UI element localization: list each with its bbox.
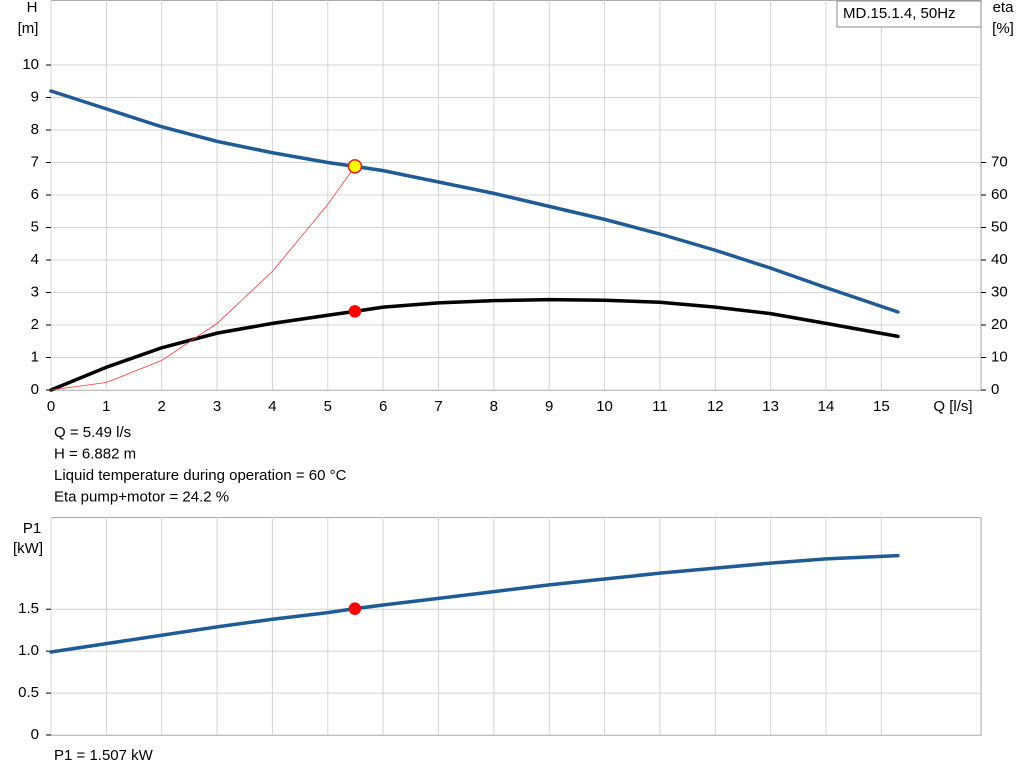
note: Liquid temperature during operation = 60… <box>54 467 347 484</box>
y-tick-label: 9 <box>31 88 39 105</box>
y-tick-label: 6 <box>31 186 39 203</box>
y2-tick-label: 50 <box>991 218 1008 235</box>
x-tick-label: 7 <box>434 398 442 415</box>
note: P1 = 1.507 kW <box>54 747 154 764</box>
y-tick-label: 10 <box>22 56 39 73</box>
y2-axis-unit: [%] <box>992 20 1014 37</box>
series-line <box>50 165 356 391</box>
series-line <box>49 89 900 314</box>
x-tick-label: 14 <box>818 398 835 415</box>
x-tick-label: 2 <box>158 398 166 415</box>
y2-tick-label: 70 <box>991 153 1008 170</box>
note: Eta pump+motor = 24.2 % <box>54 488 229 505</box>
y-tick-label: 5 <box>31 218 39 235</box>
note: Q = 5.49 l/s <box>54 424 131 441</box>
y-tick-label: 8 <box>31 121 39 138</box>
x-tick-label: 0 <box>47 398 55 415</box>
x-tick-label: 9 <box>545 398 553 415</box>
y-axis-unit: [m] <box>18 20 39 37</box>
note: H = 6.882 m <box>54 445 136 462</box>
y-tick-label: 0 <box>31 381 39 398</box>
y-tick-label: 0.5 <box>18 684 39 701</box>
x-tick-label: 8 <box>490 398 498 415</box>
y-tick-label: 7 <box>31 153 39 170</box>
x-tick-label: 10 <box>596 398 613 415</box>
y-tick-label: 1.5 <box>18 600 39 617</box>
operating-point <box>348 305 362 318</box>
series-line <box>49 553 900 654</box>
operating-point <box>348 602 362 615</box>
y2-axis-label: eta <box>993 0 1015 16</box>
y2-tick-label: 0 <box>991 381 999 398</box>
x-tick-label: 5 <box>324 398 332 415</box>
y-tick-label: 1 <box>31 348 39 365</box>
x-tick-label: 13 <box>762 398 779 415</box>
y-tick-label: 0 <box>31 726 39 743</box>
y-axis-label: H <box>27 0 38 16</box>
y-tick-label: 1.0 <box>18 642 39 659</box>
y2-tick-label: 10 <box>991 348 1008 365</box>
x-tick-label: 11 <box>652 398 668 415</box>
y-tick-label: 3 <box>31 283 39 300</box>
y2-tick-label: 60 <box>991 186 1008 203</box>
y2-tick-label: 20 <box>991 316 1008 333</box>
legend-label: MD.15.1.4, 50Hz <box>843 5 956 22</box>
plot-area <box>50 517 982 736</box>
y2-tick-label: 30 <box>991 283 1008 300</box>
x-axis-label: Q [l/s] <box>933 398 972 415</box>
y2-tick-label: 40 <box>991 251 1008 268</box>
x-tick-label: 6 <box>379 398 387 415</box>
operating-point <box>347 159 363 174</box>
y-axis-label: P1 <box>23 520 41 537</box>
y-axis-unit: [kW] <box>13 540 43 557</box>
y-tick-label: 4 <box>31 251 39 268</box>
y-tick-label: 2 <box>31 316 39 333</box>
x-tick-label: 1 <box>102 398 110 415</box>
legend-box <box>836 0 982 28</box>
x-tick-label: 3 <box>213 398 221 415</box>
series-line <box>49 297 900 392</box>
x-tick-label: 15 <box>873 398 890 415</box>
x-tick-label: 12 <box>707 398 724 415</box>
x-tick-label: 4 <box>268 398 276 415</box>
